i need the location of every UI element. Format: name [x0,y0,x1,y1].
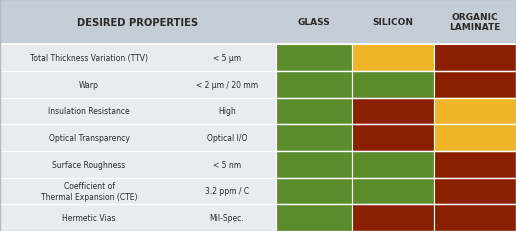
Text: Warp: Warp [79,80,99,89]
Bar [276,151,352,178]
Text: ORGANIC
LAMINATE: ORGANIC LAMINATE [449,13,501,32]
Text: Optical I/O: Optical I/O [207,134,247,143]
Bar [276,98,352,125]
Bar [434,72,516,98]
Bar [434,178,516,204]
Bar [0,0,516,45]
Bar [0,178,276,204]
Text: High: High [218,107,236,116]
Text: Surface Roughness: Surface Roughness [53,160,125,169]
Bar [434,98,516,125]
Text: Optical Transparency: Optical Transparency [49,134,130,143]
Bar [0,45,276,72]
Bar [352,178,434,204]
Text: DESIRED PROPERTIES: DESIRED PROPERTIES [77,18,199,27]
Bar [352,151,434,178]
Text: 3.2 ppm / C: 3.2 ppm / C [205,187,249,196]
Bar [434,151,516,178]
Bar [276,178,352,204]
Bar [0,204,276,231]
Text: Mil-Spec.: Mil-Spec. [209,213,245,222]
Text: Total Thickness Variation (TTV): Total Thickness Variation (TTV) [30,54,148,63]
Text: < 5 μm: < 5 μm [213,54,241,63]
Text: < 5 nm: < 5 nm [213,160,241,169]
Text: Insulation Resistance: Insulation Resistance [48,107,130,116]
Bar [0,98,276,125]
Bar [0,72,276,98]
Bar [0,125,276,151]
Text: Coefficient of
Thermal Expansion (CTE): Coefficient of Thermal Expansion (CTE) [41,181,137,201]
Bar [352,98,434,125]
Bar [276,72,352,98]
Text: SILICON: SILICON [373,18,414,27]
Bar [276,204,352,231]
Bar [352,125,434,151]
Bar [434,125,516,151]
Text: < 2 μm / 20 mm: < 2 μm / 20 mm [196,80,258,89]
Bar [352,204,434,231]
Text: Hermetic Vias: Hermetic Vias [62,213,116,222]
Bar [352,72,434,98]
Bar [276,125,352,151]
Text: GLASS: GLASS [298,18,331,27]
Bar [434,45,516,72]
Bar [276,45,352,72]
Bar [434,204,516,231]
Bar [0,151,276,178]
Bar [352,45,434,72]
